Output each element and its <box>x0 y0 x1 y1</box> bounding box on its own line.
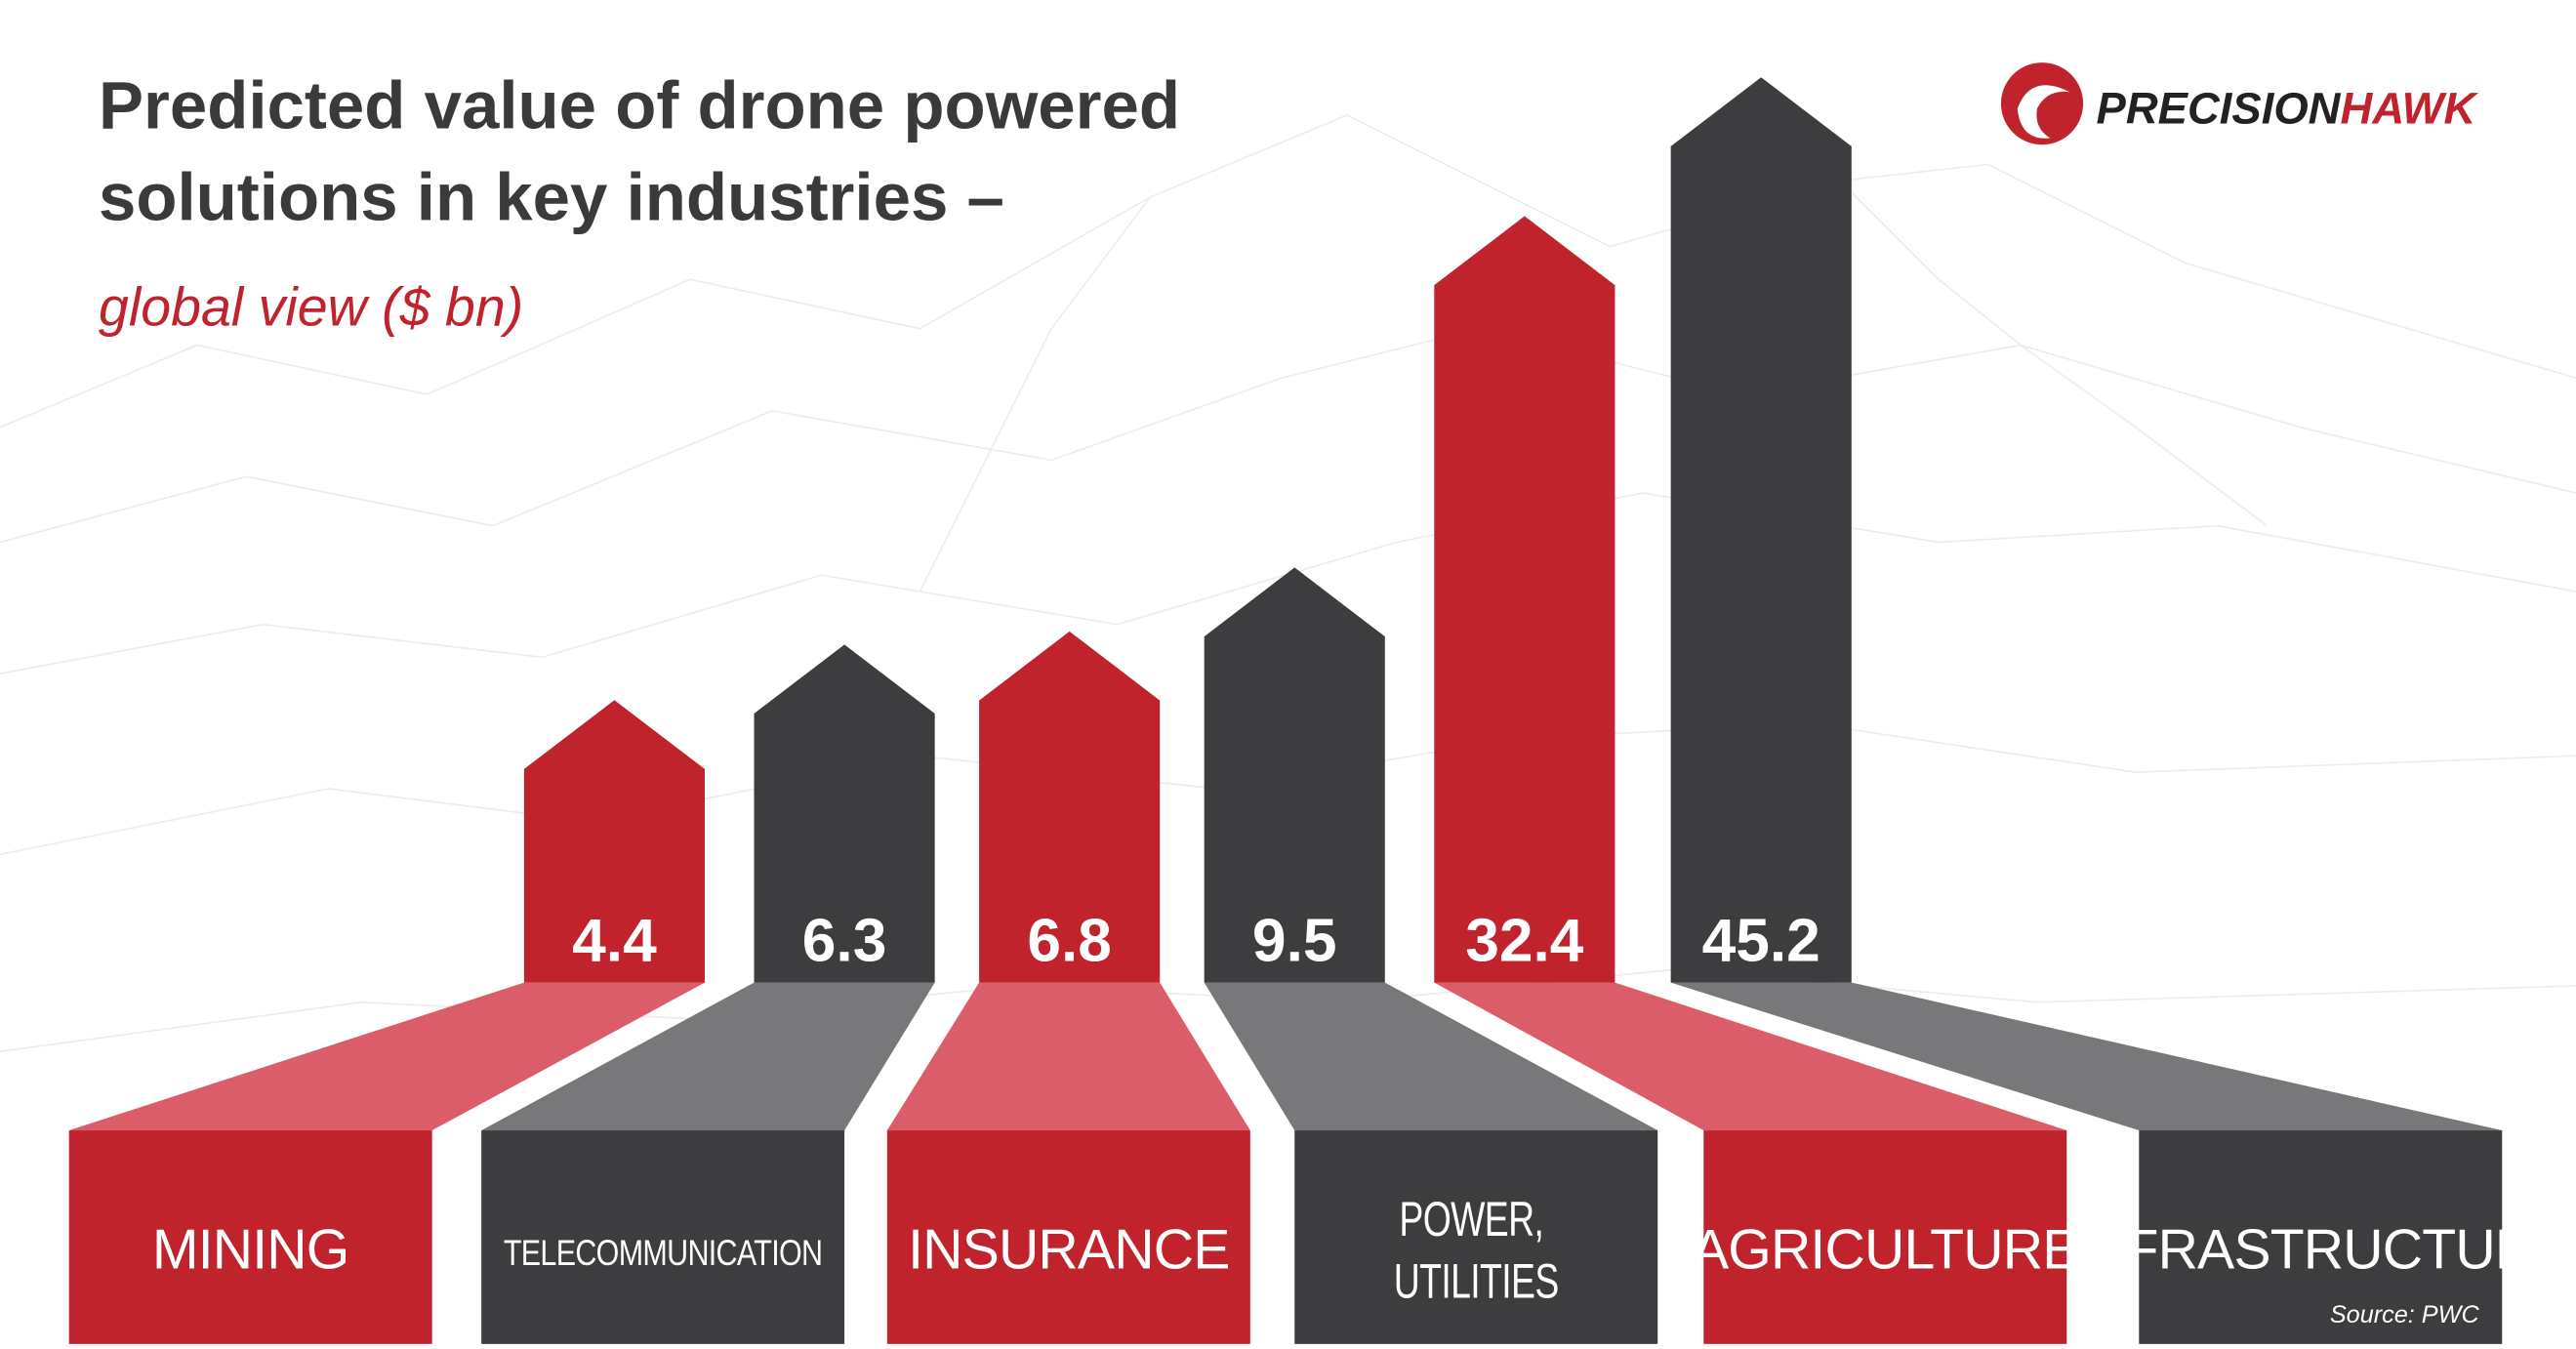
category-label: INSURANCE <box>908 1218 1229 1281</box>
connector <box>1204 982 1658 1131</box>
category-label: TELECOMMUNICATION <box>504 1232 823 1273</box>
connector <box>1670 982 2503 1131</box>
arrow-bar <box>1670 77 1852 983</box>
logo-text: PRECISIONHAWK <box>2097 83 2479 133</box>
logo-text-a: PRECISION <box>2097 83 2342 133</box>
value-label: 6.8 <box>1027 908 1112 975</box>
category-label: POWER, UTILITIES <box>1394 1191 1559 1309</box>
logo-text-b: HAWK <box>2341 83 2479 133</box>
arrow-bar <box>1434 216 1615 983</box>
category-box <box>1703 1130 2067 1344</box>
category-box <box>1294 1130 1658 1344</box>
connector <box>481 982 935 1131</box>
chart-title: Predicted value of drone powered <box>99 67 1180 143</box>
value-label: 32.4 <box>1465 908 1584 975</box>
connector <box>886 982 1250 1131</box>
category-label-line: UTILITIES <box>1394 1253 1559 1309</box>
category-box <box>2139 1130 2503 1344</box>
value-label: 45.2 <box>1702 908 1820 975</box>
category-label: AGRICULTURE <box>1692 1218 2079 1281</box>
chart-title: solutions in key industries – <box>99 160 1004 235</box>
arrow-bar <box>979 631 1161 983</box>
category-box <box>68 1130 432 1344</box>
connector <box>1434 982 2067 1131</box>
category-box <box>886 1130 1250 1344</box>
logo: PRECISIONHAWK <box>2000 62 2479 145</box>
logo-icon-detail <box>2017 85 2070 139</box>
chart-subtitle: global view ($ bn) <box>99 276 523 337</box>
source-note: Source: PWC <box>2330 1301 2480 1329</box>
value-label: 6.3 <box>802 908 887 975</box>
arrow-bar <box>754 644 935 983</box>
category-box <box>481 1130 845 1344</box>
category-label-line: POWER, <box>1399 1191 1553 1247</box>
value-label: 4.4 <box>572 908 657 975</box>
plot-area: 4.4 MINING 6.3 TELECOMMUNICATION 6.8 INSURANC… <box>68 77 2571 1344</box>
category-label: INFRASTRUCTURE <box>2070 1218 2571 1281</box>
category-label: MINING <box>152 1218 349 1281</box>
value-label: 9.5 <box>1252 908 1337 975</box>
arrow-bar <box>1204 567 1385 983</box>
connector <box>68 982 706 1131</box>
arrow-bar <box>523 700 706 983</box>
